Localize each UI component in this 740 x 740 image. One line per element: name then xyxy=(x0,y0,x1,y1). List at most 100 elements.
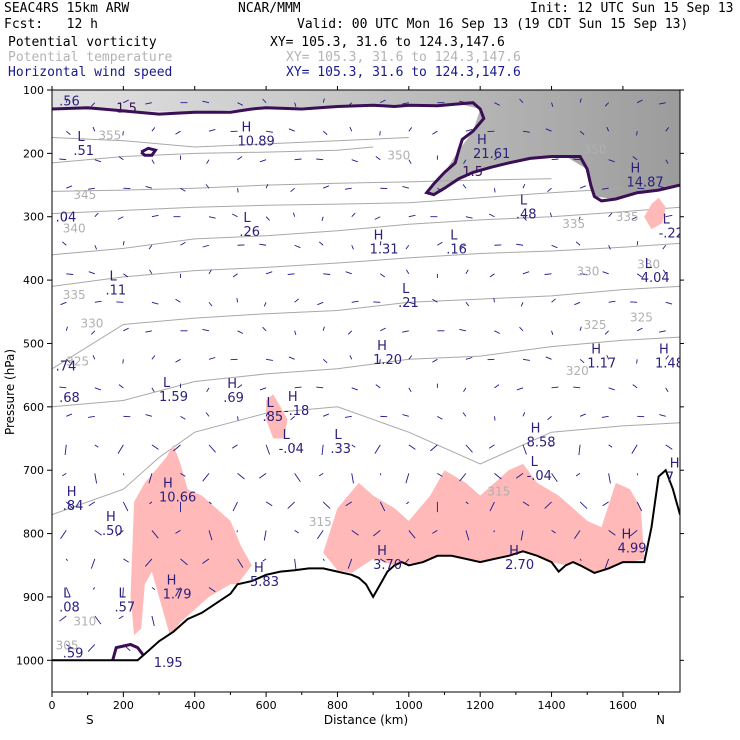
y-tick-label: 200 xyxy=(23,147,44,160)
wind-vector xyxy=(408,444,416,450)
wind-vector xyxy=(237,188,239,193)
wind-extremum-mark: H xyxy=(163,477,173,492)
wind-vector xyxy=(579,185,586,189)
wind-vector xyxy=(406,269,410,275)
wind-vector xyxy=(545,128,552,132)
wind-vector xyxy=(351,212,356,218)
theta-label: 330 xyxy=(81,317,104,331)
wind-speed-label: 1.59 xyxy=(159,390,188,405)
wind-vector xyxy=(432,530,438,534)
wind-extremum-mark: H xyxy=(591,342,601,357)
wind-vector xyxy=(323,185,330,189)
wind-vector xyxy=(636,473,639,476)
wind-vector xyxy=(516,243,524,246)
x-left-end-label: S xyxy=(86,713,94,727)
wind-vector xyxy=(265,184,269,189)
wind-vector xyxy=(665,301,673,305)
wind-speed-label: .04 xyxy=(56,211,77,226)
wind-vector xyxy=(88,271,95,275)
wind-extremum-mark: H xyxy=(374,228,384,243)
wind-vector xyxy=(432,358,438,363)
wind-vector xyxy=(402,330,409,333)
wind-vector xyxy=(94,300,102,303)
wind-speed-label: .11 xyxy=(106,283,127,298)
wind-vector xyxy=(465,444,473,453)
wind-vector xyxy=(602,271,609,275)
wind-vector xyxy=(437,241,443,246)
x-tick-label: 1400 xyxy=(538,699,566,712)
wind-vector xyxy=(180,415,186,420)
wind-vector xyxy=(65,587,71,598)
wind-vector xyxy=(259,473,267,479)
wind-vector xyxy=(522,412,526,417)
wind-vector xyxy=(344,187,352,190)
wind-vector xyxy=(287,273,295,275)
wind-vector xyxy=(349,355,353,360)
wind-vector xyxy=(351,444,356,448)
wind-vector xyxy=(122,131,124,136)
wind-vector xyxy=(148,244,153,250)
wind-vector xyxy=(65,558,68,562)
wind-vector xyxy=(122,473,125,476)
wind-vector xyxy=(262,558,267,562)
wind-vector xyxy=(294,530,299,534)
wind-vector xyxy=(321,216,324,222)
wind-vector xyxy=(206,159,210,164)
wind-vector xyxy=(122,359,124,364)
wind-vector xyxy=(573,158,581,161)
x-tick-label: 800 xyxy=(327,699,348,712)
wind-vector xyxy=(575,241,581,246)
wind-vector xyxy=(90,330,96,335)
wind-vector xyxy=(432,298,438,303)
wind-vector xyxy=(380,99,386,104)
wind-speed-label: 10.89 xyxy=(238,135,275,150)
wind-vector xyxy=(665,214,673,218)
wind-vector xyxy=(92,126,96,132)
wind-vector xyxy=(580,273,588,275)
wind-vector xyxy=(321,444,324,456)
x-axis-label: Distance (km) xyxy=(324,713,408,727)
wind-vector xyxy=(379,359,381,364)
wind-vector xyxy=(237,102,244,106)
wind-vector xyxy=(259,387,267,391)
wind-vector xyxy=(144,558,153,567)
wind-vector xyxy=(462,412,467,417)
wind-vector xyxy=(665,355,670,360)
wind-vector xyxy=(123,558,129,563)
wind-vector xyxy=(202,558,210,564)
wind-vector xyxy=(522,216,527,221)
wind-vector xyxy=(118,615,124,620)
theta-label: 350 xyxy=(584,142,607,156)
wind-vector xyxy=(62,472,67,477)
theta-label: 310 xyxy=(73,614,96,628)
wind-vector xyxy=(265,271,273,275)
wind-extremum-mark: H xyxy=(227,377,237,392)
wind-vector xyxy=(206,387,210,393)
wind-vector xyxy=(380,327,386,332)
wind-vector xyxy=(578,444,581,456)
wind-vector xyxy=(94,212,99,218)
wind-vector xyxy=(520,302,524,307)
wind-vector xyxy=(601,187,609,190)
pv-contour-0 xyxy=(52,101,680,203)
wind-extremum-mark: L xyxy=(163,376,171,391)
wind-vector xyxy=(575,472,581,477)
shaded-region-0 xyxy=(130,444,252,635)
wind-speed-label: 1.31 xyxy=(370,242,399,257)
wind-speed-label: .68 xyxy=(59,391,80,406)
wind-vector xyxy=(237,558,244,568)
wind-vector xyxy=(522,501,530,507)
wind-vector xyxy=(66,413,73,417)
wind-vector xyxy=(636,359,638,364)
wind-vector xyxy=(351,473,354,484)
pv-shading-band xyxy=(52,90,680,199)
wind-vector xyxy=(263,302,267,307)
wind-vector xyxy=(432,130,438,135)
wind-vector xyxy=(294,330,297,336)
wind-vector xyxy=(520,530,524,541)
wind-extremum-mark: L xyxy=(283,428,291,443)
wind-vector xyxy=(551,530,556,534)
wind-vector xyxy=(604,558,610,569)
theta-contour-325 xyxy=(52,285,680,370)
wind-vector xyxy=(465,302,470,307)
